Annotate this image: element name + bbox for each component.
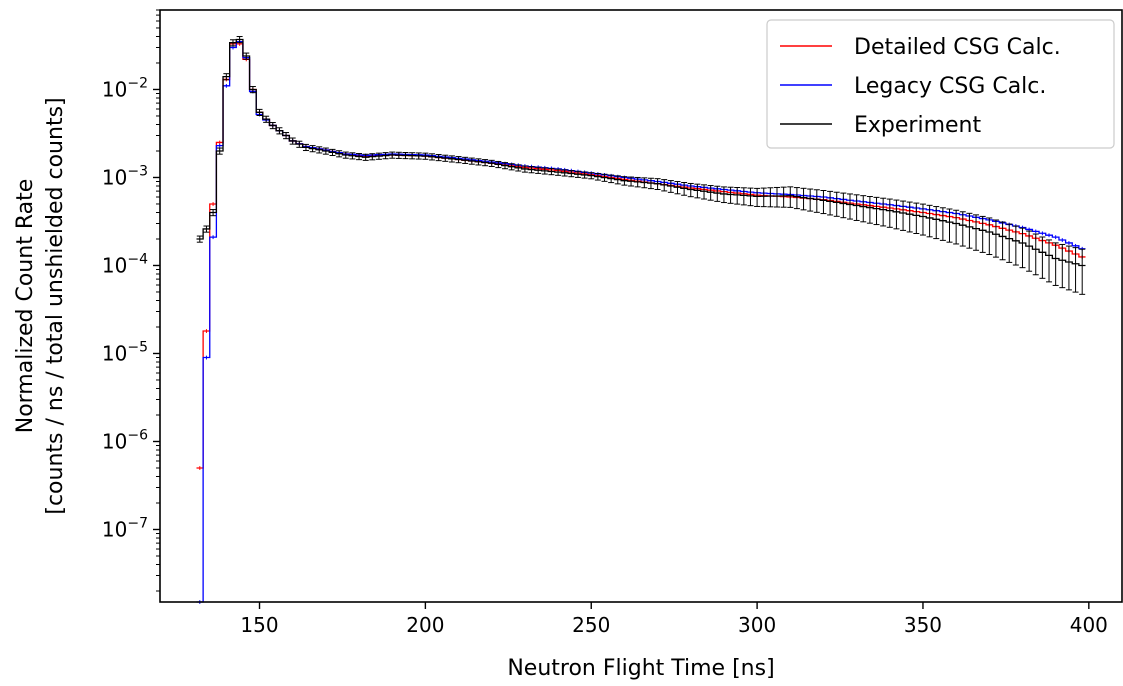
x-axis-label: Neutron Flight Time [ns] (507, 656, 774, 681)
y-tick-label-5: 10−2 (102, 75, 148, 101)
x-axis: 150 200 250 300 350 400 (240, 602, 1108, 637)
legend-label-experiment: Experiment (854, 113, 981, 138)
legend: Detailed CSG Calc. Legacy CSG Calc. Expe… (766, 19, 1115, 149)
legend-box (766, 19, 1115, 149)
legend-label-legacy: Legacy CSG Calc. (854, 74, 1046, 99)
y-tick-label-4: 10−3 (102, 163, 148, 189)
x-tick-label-150: 150 (240, 613, 278, 637)
series-2 (196, 36, 1086, 295)
y-axis-label-line2: [counts / ns / total unshielded counts] (43, 97, 68, 514)
series-layer (196, 36, 1086, 604)
plot-frame (159, 9, 1123, 603)
x-tick-label-400: 400 (1070, 613, 1108, 637)
x-tick-label-300: 300 (738, 613, 776, 637)
y-axis: 10−7 10−6 10−5 10−4 10−3 10−2 (102, 9, 160, 592)
x-tick-label-250: 250 (572, 613, 610, 637)
x-tick-label-350: 350 (904, 613, 942, 637)
y-tick-label-3: 10−4 (102, 251, 148, 277)
legend-label-detailed: Detailed CSG Calc. (854, 35, 1061, 60)
y-tick-label-2: 10−5 (102, 339, 148, 365)
y-tick-label-0: 10−7 (102, 515, 148, 541)
x-tick-label-200: 200 (406, 613, 444, 637)
y-tick-label-1: 10−6 (102, 427, 148, 453)
y-axis-label-line1: Normalized Count Rate (13, 179, 38, 434)
